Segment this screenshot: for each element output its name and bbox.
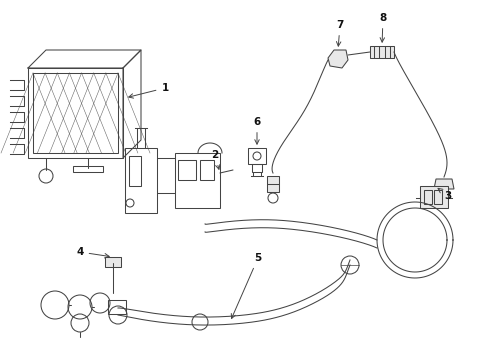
Polygon shape	[328, 50, 348, 68]
Text: 5: 5	[231, 253, 262, 319]
Text: 1: 1	[129, 83, 169, 98]
Bar	[105, 257, 121, 267]
Text: 2: 2	[211, 150, 220, 169]
Bar	[248, 148, 266, 164]
Bar	[370, 46, 394, 58]
Bar	[33, 73, 118, 153]
Bar	[175, 153, 220, 208]
Bar	[108, 300, 126, 314]
Bar	[267, 176, 279, 192]
Text: 3: 3	[438, 188, 452, 201]
Bar	[28, 68, 123, 158]
Bar	[200, 160, 214, 180]
Text: 8: 8	[379, 13, 387, 42]
Text: 6: 6	[253, 117, 261, 144]
Text: 7: 7	[336, 20, 343, 46]
Bar	[178, 160, 196, 180]
Bar	[129, 156, 141, 186]
Bar	[420, 186, 448, 208]
Bar	[434, 190, 442, 204]
Bar	[252, 164, 262, 172]
Bar	[125, 148, 157, 213]
Polygon shape	[434, 179, 454, 189]
Bar	[73, 166, 103, 172]
Text: 4: 4	[76, 247, 109, 258]
Bar	[424, 190, 432, 204]
